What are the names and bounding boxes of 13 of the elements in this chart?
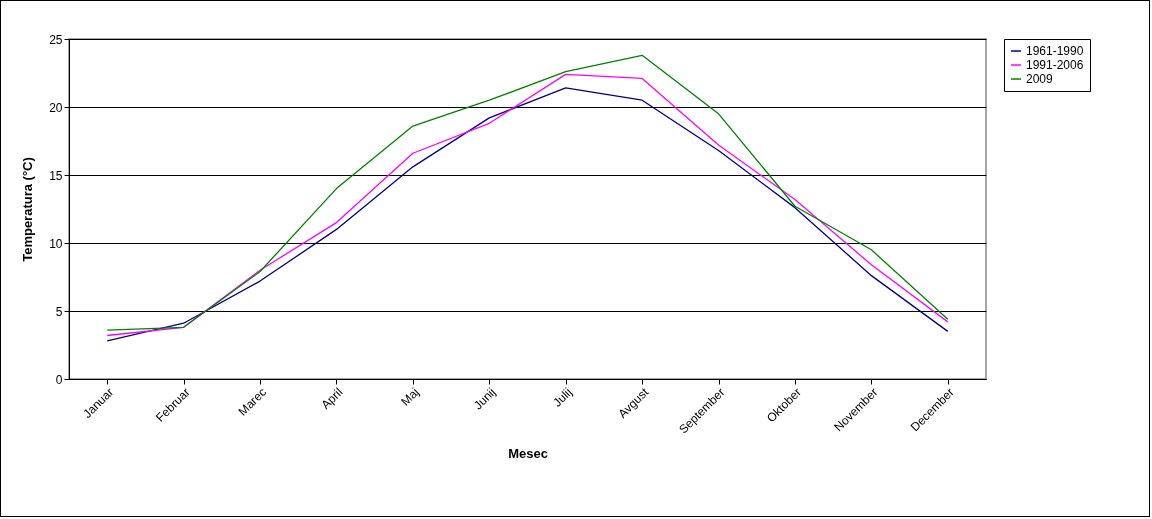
x-axis-title: Mesec xyxy=(508,445,548,461)
y-tick-label: 25 xyxy=(49,32,63,47)
legend-label: 2009 xyxy=(1026,72,1054,86)
y-tick-label: 15 xyxy=(49,168,63,183)
legend-label: 1991-2006 xyxy=(1026,58,1084,72)
x-tick-label: Maj xyxy=(398,385,422,409)
y-tick-label: 5 xyxy=(55,304,63,319)
y-axis-title: Temperatura (°C) xyxy=(20,157,36,262)
y-tick-label: 20 xyxy=(49,100,63,115)
x-tick-label: Julij xyxy=(550,385,575,410)
legend-label: 1961-1990 xyxy=(1026,44,1084,58)
y-tick-label: 0 xyxy=(55,372,63,387)
y-tick-label: 10 xyxy=(49,236,63,251)
